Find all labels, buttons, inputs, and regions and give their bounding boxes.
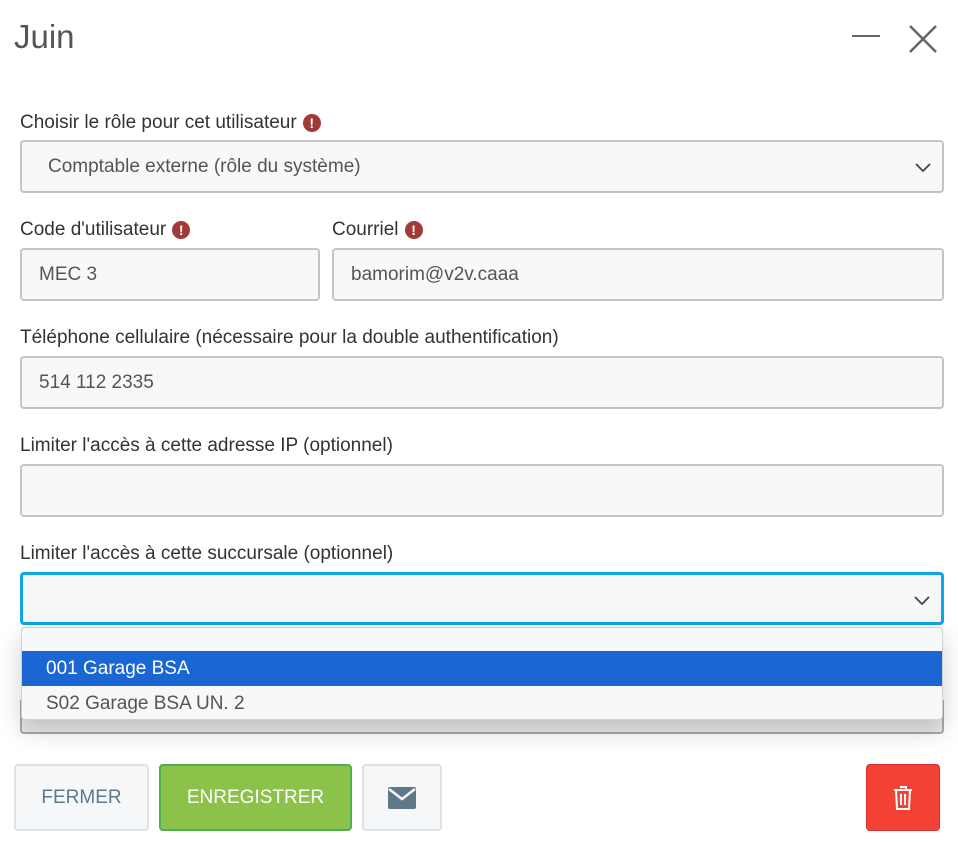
required-icon: ! [404,221,423,239]
close-button[interactable]: FERMER [14,764,149,831]
role-select[interactable]: Comptable externe (rôle du système) [20,140,944,193]
chevron-down-icon [914,596,930,606]
branch-select[interactable] [20,572,944,625]
close-icon[interactable] [906,22,940,56]
branch-label: Limiter l'accès à cette succursale (opti… [20,543,394,564]
envelope-icon [388,786,416,809]
trash-icon [894,785,912,810]
role-value: Comptable externe (rôle du système) [48,155,361,177]
email-label-text: Courriel [332,219,399,240]
minimize-button[interactable] [852,35,880,37]
branch-dropdown: 001 Garage BSA S02 Garage BSA UN. 2 [21,627,943,720]
required-icon: ! [302,114,321,132]
branch-option[interactable] [22,628,942,651]
ip-label: Limiter l'accès à cette adresse IP (opti… [20,435,393,456]
email-input[interactable]: bamorim@v2v.caaa [332,248,944,301]
branch-option[interactable]: S02 Garage BSA UN. 2 [46,692,245,714]
delete-button[interactable] [866,764,940,831]
phone-input[interactable]: 514 112 2335 [20,356,944,409]
code-label: Code d'utilisateur! [20,219,191,241]
email-button[interactable] [362,764,442,831]
dialog-title: Juin [14,18,75,55]
code-label-text: Code d'utilisateur [20,219,167,240]
role-label: Choisir le rôle pour cet utilisateur! [20,112,321,134]
required-icon: ! [172,221,191,239]
save-button[interactable]: ENREGISTRER [159,764,352,831]
code-input[interactable]: MEC 3 [20,248,320,301]
branch-option-selected[interactable]: 001 Garage BSA [22,651,942,686]
role-label-text: Choisir le rôle pour cet utilisateur [20,112,297,133]
chevron-down-icon [915,163,931,173]
ip-input[interactable] [20,464,944,517]
email-label: Courriel! [332,219,423,241]
phone-label: Téléphone cellulaire (nécessaire pour la… [20,327,559,348]
